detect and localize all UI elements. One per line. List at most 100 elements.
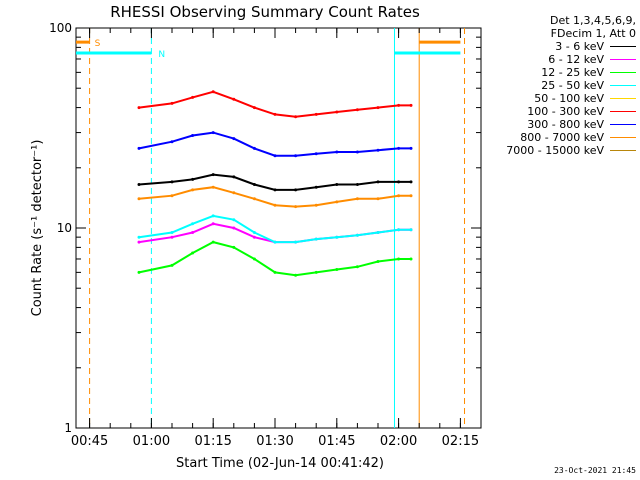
series-line-6	[138, 131, 411, 157]
series-3-point-7	[294, 240, 298, 244]
legend-entry-1: 6 - 12 keV	[470, 53, 636, 66]
series-6-point-0	[137, 146, 141, 150]
series-0-point-1	[170, 180, 174, 184]
series-0-point-0	[137, 183, 141, 186]
series-7-point-8	[314, 203, 318, 207]
series-6-point-4	[232, 137, 236, 141]
series-5-point-11	[376, 106, 380, 110]
legend-swatch	[610, 59, 636, 60]
series-0-point-2	[191, 177, 195, 181]
series-0-point-11	[376, 180, 380, 184]
series-5-point-6	[273, 112, 277, 116]
legend-entry-label: 300 - 800 keV	[527, 118, 604, 131]
series-6	[137, 131, 413, 158]
series-5-point-2	[191, 95, 195, 99]
legend-entries: 3 - 6 keV 6 - 12 keV 12 - 25 keV 25 - 50 ke…	[470, 40, 636, 157]
legend-header-line-1: Det 1,3,4,5,6,9,	[549, 14, 636, 27]
x-tick-label-01:00: 01:00	[133, 434, 170, 449]
legend-entry-label: 12 - 25 keV	[541, 66, 604, 79]
series-6-point-10	[355, 150, 359, 154]
footer-timestamp: 23-Oct-2021 21:45	[554, 466, 636, 475]
series-0-point-9	[335, 183, 339, 186]
series-5-point-0	[137, 106, 141, 110]
y-tick-label-1: 1	[64, 421, 72, 435]
legend-entry-label: 25 - 50 keV	[541, 79, 604, 92]
legend-entry-2: 12 - 25 keV	[470, 66, 636, 79]
chart-title: RHESSI Observing Summary Count Rates	[110, 3, 420, 21]
series-6-point-8	[314, 152, 318, 156]
legend-entry-6: 300 - 800 keV	[470, 118, 636, 131]
x-tick-label-02:15: 02:15	[442, 434, 479, 449]
legend-entry-label: 50 - 100 keV	[534, 92, 604, 105]
series-2-point-1	[170, 263, 174, 267]
series-1-point-3	[211, 222, 215, 226]
series-2-point-10	[355, 265, 359, 269]
series-3-point-1	[170, 231, 174, 234]
legend-entry-8: 7000 - 15000 keV	[470, 144, 636, 157]
legend-entry-label: 7000 - 15000 keV	[506, 144, 604, 157]
series-1-point-5	[252, 235, 256, 239]
series-5-point-7	[294, 115, 298, 119]
series-line-7	[138, 186, 411, 208]
series-2-point-5	[252, 257, 256, 261]
series-6-point-5	[252, 146, 256, 150]
series-3-point-5	[252, 231, 256, 234]
chart-legend: Det 1,3,4,5,6,9, FDecim 1, Att 0 3 - 6 k…	[470, 14, 636, 157]
series-5	[137, 90, 413, 119]
series-6-point-7	[294, 154, 298, 158]
y-axis-label: Count Rate (s⁻¹ detector⁻¹)	[30, 140, 45, 317]
series-3-point-0	[137, 235, 141, 239]
series-6-point-12	[397, 146, 401, 150]
series-6-point-1	[170, 140, 174, 144]
series-0-point-10	[355, 183, 359, 186]
legend-swatch	[610, 124, 636, 125]
series-0-point-6	[273, 188, 277, 192]
series-6-point-11	[376, 148, 380, 152]
series-5-point-1	[170, 101, 174, 105]
series-0-point-3	[211, 173, 215, 177]
series-0-point-7	[294, 188, 298, 192]
series-3-point-3	[211, 214, 215, 218]
series-0-point-5	[252, 183, 256, 186]
legend-swatch	[610, 85, 636, 86]
vertical-markers	[89, 28, 466, 428]
x-tick-label-00:45: 00:45	[71, 434, 108, 449]
legend-entry-0: 3 - 6 keV	[470, 40, 636, 53]
series-6-point-3	[211, 131, 215, 135]
series-7-point-9	[335, 200, 339, 204]
series-2	[137, 240, 413, 277]
series-7-point-12	[397, 194, 401, 198]
series-1-point-0	[137, 240, 141, 244]
series-5-point-5	[252, 106, 256, 110]
series-3-point-10	[355, 233, 359, 237]
series-3-point-13	[409, 228, 413, 232]
state-bars: SN	[76, 39, 461, 60]
night-state-label: N	[158, 50, 165, 60]
series-7-point-7	[294, 205, 298, 209]
series-7-point-1	[170, 194, 174, 198]
legend-swatch	[610, 46, 636, 47]
series-6-point-13	[409, 146, 413, 150]
x-axis-label: Start Time (02-Jun-14 00:41:42)	[176, 456, 384, 471]
legend-entry-4: 50 - 100 keV	[470, 92, 636, 105]
series-7-point-5	[252, 197, 256, 201]
series-5-point-8	[314, 112, 318, 116]
series-5-point-9	[335, 110, 339, 114]
plot-frame	[75, 27, 482, 429]
series-7-point-3	[211, 185, 215, 189]
series-lines	[137, 90, 413, 277]
series-2-point-0	[137, 270, 141, 274]
series-7-point-0	[137, 197, 141, 201]
series-6-point-6	[273, 154, 277, 158]
series-5-point-10	[355, 108, 359, 112]
series-5-point-3	[211, 90, 215, 94]
legend-swatch	[610, 137, 636, 138]
legend-swatch	[610, 98, 636, 99]
series-7-point-13	[409, 194, 413, 198]
axes-frame	[75, 27, 482, 429]
series-2-point-4	[232, 245, 236, 249]
series-3-point-9	[335, 235, 339, 239]
series-6-point-9	[335, 150, 339, 154]
series-7-point-10	[355, 197, 359, 201]
legend-entry-label: 6 - 12 keV	[548, 53, 604, 66]
